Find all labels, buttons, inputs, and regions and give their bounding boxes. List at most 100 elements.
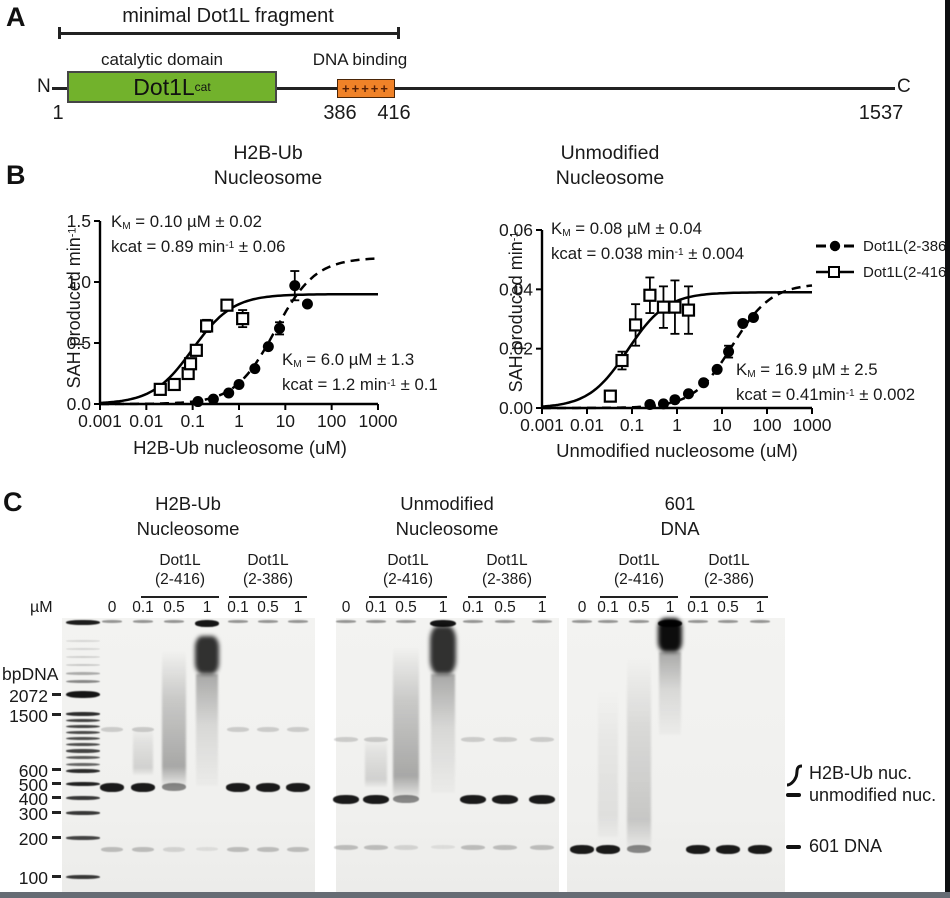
x-tick-label: 100 bbox=[317, 411, 346, 431]
gel1-lane-05b-label: 0.5 bbox=[257, 599, 279, 616]
right-y-axis-label: SAH produced min-1 bbox=[506, 231, 526, 393]
legend-marker-open-square-solid bbox=[816, 266, 854, 278]
gel2-group-2-416: Dot1L (2-416) bbox=[383, 552, 433, 588]
left-km-416-annotation: KM = 0.10 µM ± 0.02 bbox=[111, 212, 262, 233]
dna-601-tick bbox=[786, 845, 801, 849]
gel2-lane-05b-label: 0.5 bbox=[494, 599, 516, 616]
marker-300: 300 bbox=[18, 804, 48, 824]
data-point-circle bbox=[289, 280, 301, 292]
gel3-title: 601 DNA bbox=[660, 493, 700, 539]
data-point-circle bbox=[223, 387, 235, 399]
data-point-circle bbox=[301, 298, 313, 310]
data-point-square bbox=[183, 357, 198, 371]
gel3-lane-01a-label: 0.1 bbox=[597, 599, 619, 616]
marker-400-tick bbox=[52, 796, 61, 799]
dna-binding-label: DNA binding bbox=[312, 50, 408, 69]
x-tick-label: 0.1 bbox=[180, 411, 204, 431]
x-tick-label: 0.1 bbox=[620, 415, 644, 435]
data-point-square bbox=[681, 303, 696, 317]
gel3-lane-01b-label: 0.1 bbox=[687, 599, 709, 616]
gel1-group-2-416: Dot1L (2-416) bbox=[155, 552, 205, 588]
data-point-square bbox=[167, 377, 181, 392]
legend-item-2-416: Dot1L(2-416) bbox=[815, 259, 950, 285]
positive-charge-symbols: +++++ bbox=[342, 81, 390, 96]
left-chart-title-line2: Nucleosome bbox=[213, 167, 323, 189]
gel1-lane-1a-label: 1 bbox=[202, 599, 212, 616]
residue-386-label: 386 bbox=[323, 102, 357, 124]
panel-b-label: B bbox=[6, 160, 26, 190]
gel3-group-2-386-underline bbox=[690, 596, 768, 598]
minimal-fragment-bracket bbox=[58, 32, 400, 35]
data-point-square bbox=[656, 300, 671, 314]
left-kcat-386-annotation: kcat = 1.2 min-1 ± 0.1 bbox=[282, 375, 438, 394]
marker-600: 600 bbox=[18, 761, 48, 781]
gel3-lane-1b-label: 1 bbox=[755, 599, 765, 616]
x-tick-label: 10 bbox=[712, 415, 732, 435]
gel2-lane-05a-label: 0.5 bbox=[395, 599, 417, 616]
gel3-lane-1a-label: 1 bbox=[665, 599, 675, 616]
data-point-square bbox=[153, 382, 167, 396]
marker-600-tick bbox=[52, 768, 61, 771]
x-tick-label: 0.001 bbox=[520, 415, 564, 435]
data-point-circle bbox=[262, 341, 274, 353]
dna-binding-domain-box: +++++ bbox=[337, 79, 395, 98]
right-km-416-annotation: KM = 0.08 µM ± 0.04 bbox=[551, 219, 702, 240]
ladder-title: bpDNA bbox=[2, 664, 59, 684]
gel3-lane-0-label: 0 bbox=[577, 599, 587, 616]
data-point-square bbox=[181, 366, 195, 381]
x-tick-label: 10 bbox=[276, 411, 296, 431]
residue-1537-label: 1537 bbox=[858, 102, 904, 124]
data-point-circle bbox=[207, 393, 219, 405]
gel1-group-2-416-underline bbox=[141, 596, 219, 598]
x-tick-label: 1 bbox=[234, 411, 244, 431]
gel2-lane-1a-label: 1 bbox=[438, 599, 448, 616]
residue-416-label: 416 bbox=[377, 102, 411, 124]
gel3-lane-05a-label: 0.5 bbox=[628, 599, 650, 616]
gel2-group-2-416-underline bbox=[369, 596, 447, 598]
gel1-lane-01a-label: 0.1 bbox=[132, 599, 154, 616]
gel1-lane-1b-label: 1 bbox=[293, 599, 303, 616]
gel3-group-2-416-underline bbox=[600, 596, 678, 598]
gel1-group-2-386-underline bbox=[229, 596, 307, 598]
data-point-square bbox=[615, 353, 629, 368]
data-point-circle bbox=[723, 346, 735, 358]
panel-a-label: A bbox=[6, 2, 26, 32]
x-tick-label: 1 bbox=[672, 415, 682, 435]
marker-1500-tick bbox=[52, 713, 61, 716]
x-tick-label: 0.01 bbox=[129, 411, 163, 431]
data-point-circle bbox=[657, 398, 669, 410]
right-x-axis-label: Unmodified nucleosome (uM) bbox=[556, 440, 798, 461]
x-tick-label: 0.01 bbox=[570, 415, 604, 435]
dot1l-catalytic-domain-box: Dot1L cat bbox=[67, 71, 277, 103]
dna-601-label: 601 DNA bbox=[809, 836, 883, 856]
h2bub-band-bracket-icon bbox=[786, 764, 803, 787]
data-point-circle bbox=[274, 322, 286, 334]
legend-label-2-386: Dot1L(2-386) bbox=[863, 237, 950, 255]
data-point-circle bbox=[711, 363, 723, 375]
gel-601dna bbox=[567, 618, 785, 893]
gel3-group-2-386: Dot1L (2-386) bbox=[704, 552, 754, 588]
data-point-square bbox=[628, 318, 643, 332]
legend-marker-filled-circle-dashed bbox=[816, 240, 854, 252]
gel2-lane-0-label: 0 bbox=[341, 599, 351, 616]
marker-400: 400 bbox=[18, 789, 48, 809]
gel-unmodified bbox=[336, 618, 559, 893]
gel2-lane-1b-label: 1 bbox=[537, 599, 547, 616]
x-tick-label: 1000 bbox=[359, 411, 398, 431]
marker-200-tick bbox=[52, 836, 61, 839]
gel1-lane-0-label: 0 bbox=[107, 599, 117, 616]
dot1l-cat-text: Dot1L bbox=[133, 73, 195, 100]
right-km-386-annotation: KM = 16.9 µM ± 2.5 bbox=[736, 360, 878, 381]
data-point-circle bbox=[644, 398, 656, 410]
x-tick-label: 1000 bbox=[793, 415, 832, 435]
x-tick-label: 100 bbox=[752, 415, 781, 435]
marker-2072: 2072 bbox=[9, 686, 48, 706]
panel-c-label: C bbox=[3, 487, 23, 517]
residue-1-label: 1 bbox=[52, 102, 64, 124]
gel1-group-2-386: Dot1L (2-386) bbox=[243, 552, 293, 588]
c-terminus-label: C bbox=[897, 76, 911, 97]
data-point-circle bbox=[682, 388, 694, 400]
gel1-lane-05a-label: 0.5 bbox=[163, 599, 185, 616]
unmodified-nuc-tick bbox=[786, 793, 801, 797]
